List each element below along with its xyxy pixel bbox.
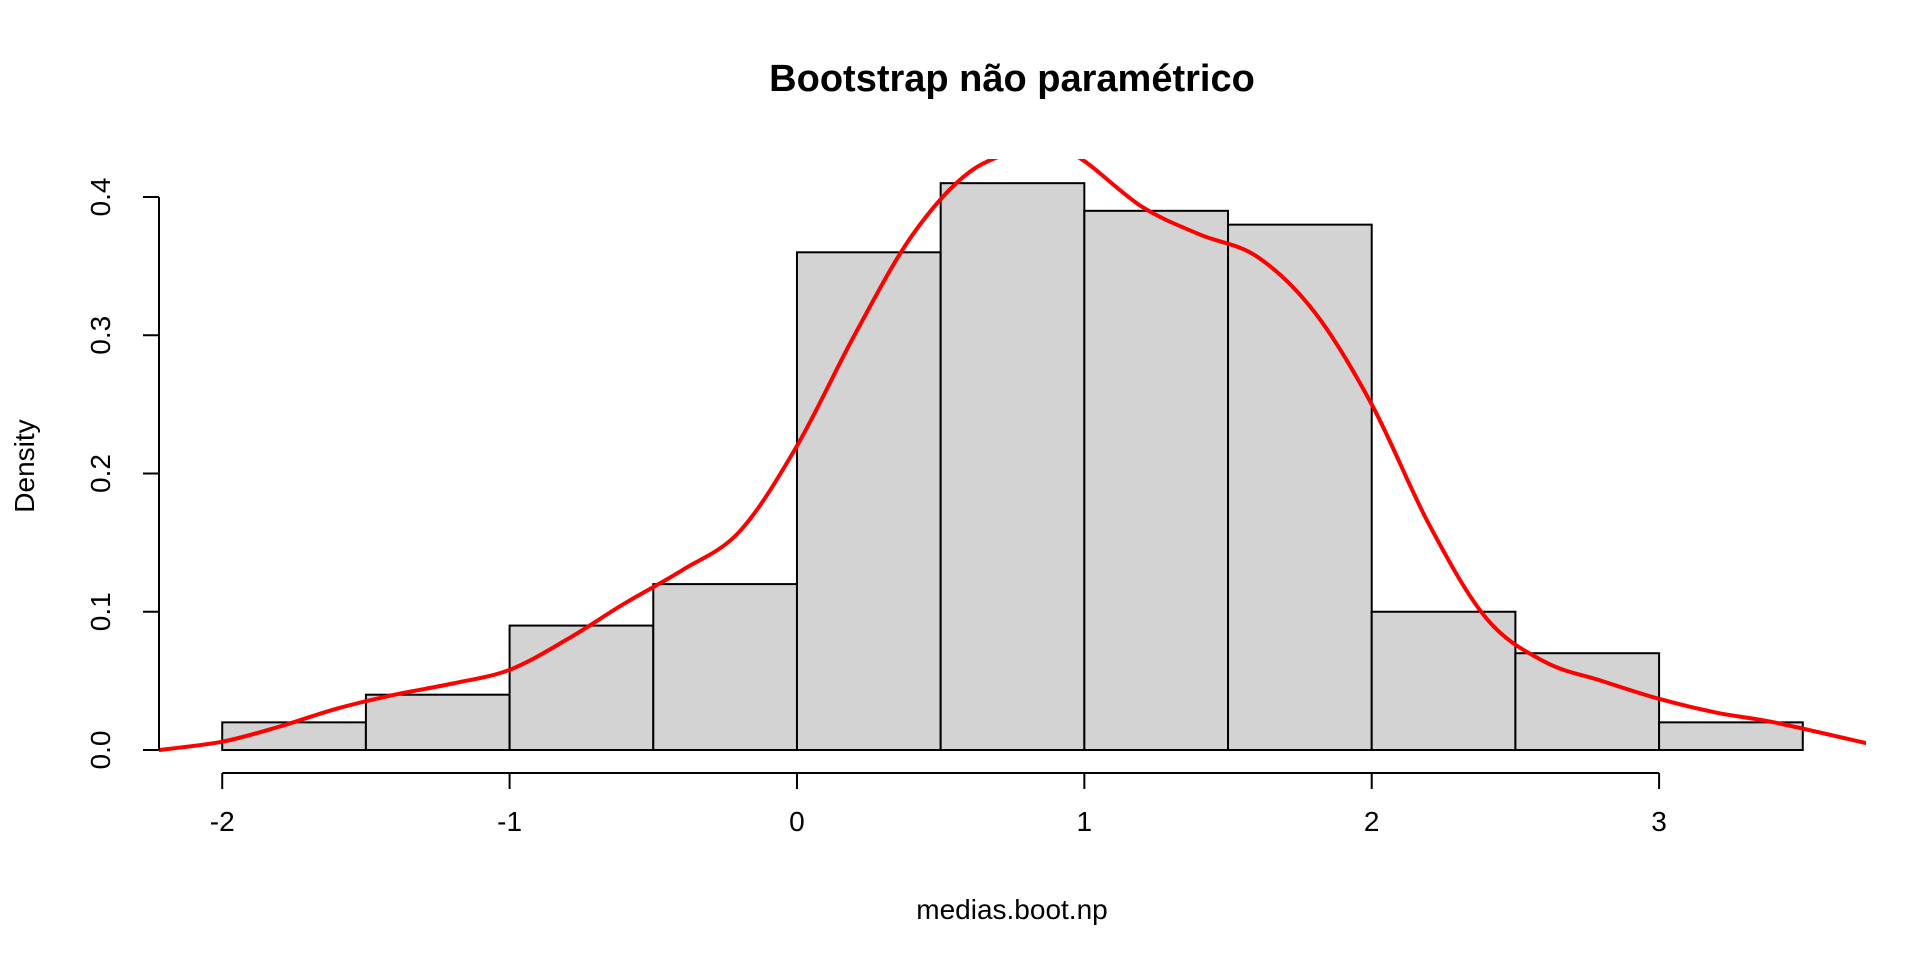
- histogram-bar: [1370, 610, 1517, 751]
- y-tick-label: 0.4: [85, 178, 116, 217]
- histogram-bar: [795, 251, 942, 752]
- x-tick-label: 0: [789, 806, 805, 837]
- y-axis: 0.0 0.1 0.2 0.3 0.4: [85, 178, 160, 770]
- x-axis-label: medias.boot.np: [916, 894, 1107, 925]
- y-axis-label: Density: [9, 419, 40, 512]
- x-tick-label: 1: [1077, 806, 1093, 837]
- x-tick-label: 3: [1651, 806, 1667, 837]
- histogram-bar: [939, 182, 1086, 752]
- y-tick-label: 0.3: [85, 316, 116, 355]
- histogram-bar: [1083, 209, 1230, 751]
- histogram-bar: [364, 693, 511, 752]
- y-tick-label: 0.1: [85, 592, 116, 631]
- x-axis: -2 -1 0 1 2 3: [210, 772, 1667, 837]
- x-tick-label: -1: [497, 806, 522, 837]
- histogram-bar: [1227, 223, 1373, 751]
- y-tick-label: 0.2: [85, 454, 116, 493]
- histogram-bar: [1658, 721, 1804, 751]
- histogram-bar: [1514, 652, 1661, 751]
- histogram-bar: [508, 624, 655, 752]
- y-tick-label: 0.0: [85, 731, 116, 770]
- x-tick-label: 2: [1364, 806, 1380, 837]
- x-tick-label: -2: [210, 806, 235, 837]
- histogram-bar: [652, 583, 798, 751]
- chart-title: Bootstrap não paramétrico: [769, 58, 1255, 100]
- density-curve: [159, 159, 1866, 752]
- histogram-bars: [221, 182, 1804, 752]
